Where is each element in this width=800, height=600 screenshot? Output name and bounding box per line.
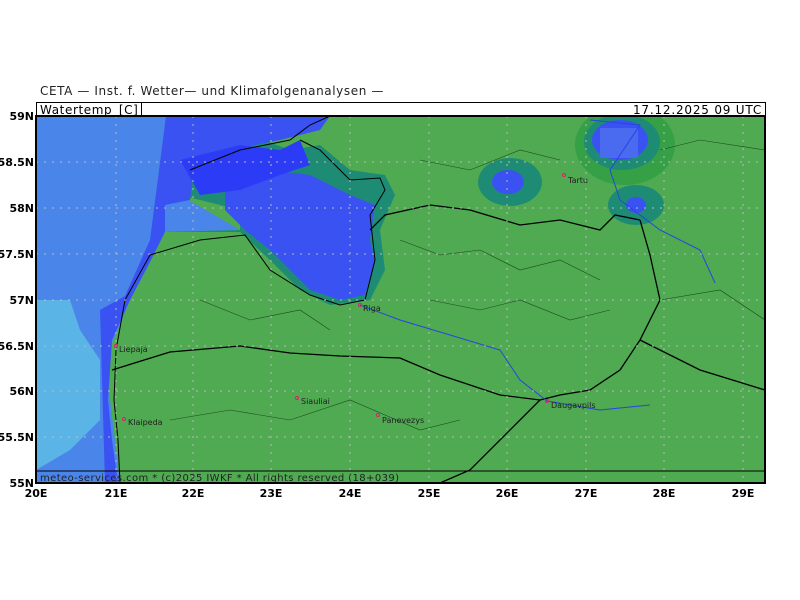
city-daugavpils: Daugavpils — [551, 401, 596, 410]
sea-open-warm — [36, 300, 100, 470]
lat-tick: 56N — [9, 385, 34, 398]
country-border — [111, 204, 765, 483]
city-panevezys: Panevezys — [382, 416, 424, 425]
lat-tick: 58N — [9, 202, 34, 215]
lon-tick: 21E — [105, 487, 128, 500]
lat-tick: 57N — [9, 294, 34, 307]
lat-axis: 59N 58.5N 58N 57.5N 57N 56.5N 56N 55.5N … — [0, 110, 34, 490]
city-markers — [114, 173, 566, 421]
lat-tick: 55N — [9, 477, 34, 490]
institution-title: CETA — Inst. f. Wetter— und Klimafolgena… — [40, 84, 384, 98]
lat-tick: 56.5N — [0, 340, 34, 353]
region-borders — [169, 139, 765, 431]
lat-tick: 55.5N — [0, 431, 34, 444]
lon-tick: 24E — [339, 487, 362, 500]
lon-tick: 25E — [418, 487, 441, 500]
map-frame — [35, 115, 766, 484]
lon-tick: 23E — [260, 487, 283, 500]
city-tartu: Tartu — [567, 176, 588, 185]
city-liepaja: Liepaja — [119, 345, 148, 354]
lon-tick: 29E — [732, 487, 755, 500]
variable-label: Watertemp_[C] — [37, 103, 143, 117]
grid-lines — [36, 116, 765, 483]
lat-tick: 59N — [9, 110, 34, 123]
city-siauliai: Siauliai — [301, 397, 330, 406]
lat-tick: 58.5N — [0, 156, 34, 169]
lon-tick: 20E — [25, 487, 48, 500]
lake-peipus-core — [600, 128, 638, 158]
river — [359, 119, 716, 411]
gulf-of-riga — [225, 170, 375, 300]
copyright-footer: meteo-services.com * (c)2025 IWKF * All … — [40, 473, 399, 484]
lon-tick: 27E — [575, 487, 598, 500]
map-header: Watertemp_[C] 17.12.2025 09 UTC — [36, 102, 766, 117]
lake-pskov — [626, 197, 646, 213]
lon-tick: 28E — [653, 487, 676, 500]
city-riga: Riga — [363, 304, 381, 313]
lat-tick: 57.5N — [0, 248, 34, 261]
lon-axis: 20E 21E 22E 23E 24E 25E 26E 27E 28E 29E — [25, 487, 755, 500]
gulf-of-finland-cold — [180, 140, 310, 195]
datetime-label: 17.12.2025 09 UTC — [633, 103, 762, 117]
lake-vortsjarv — [492, 170, 524, 194]
lon-tick: 22E — [182, 487, 205, 500]
city-klaipeda: Klaipeda — [128, 418, 163, 427]
lon-tick: 26E — [496, 487, 519, 500]
